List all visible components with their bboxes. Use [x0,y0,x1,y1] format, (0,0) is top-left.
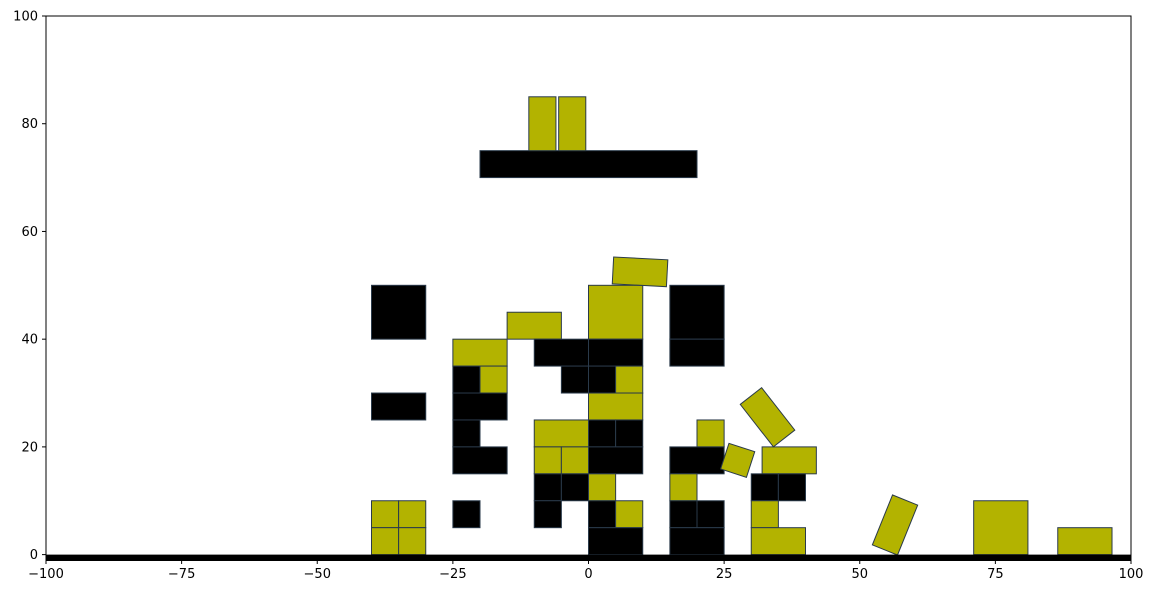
block-yellow-7 [371,527,400,556]
block-dark-26 [588,338,644,367]
x-axis: −100 −75 −50 −25 0 25 50 75 100 [28,560,1143,582]
block-yellow-45 [761,446,817,475]
x-tick-label: −100 [28,567,64,582]
x-tick-label: 25 [716,567,733,582]
block-yellow-19 [533,419,589,448]
block-dark-44 [669,527,725,556]
block-dark-15 [452,446,508,475]
x-tick-label: 75 [987,567,1004,582]
block-dark-13 [452,392,508,421]
block-dark-40 [669,446,725,475]
block-dark-17 [533,338,589,367]
block-yellow-33 [588,473,617,502]
block-dark-18 [560,365,589,394]
y-tick-label: 80 [21,117,38,132]
ground-bar [46,554,1131,561]
block-dark-4 [371,392,427,421]
block-yellow-50 [973,500,1029,556]
block-dark-46 [750,473,779,502]
x-tick-label: −50 [304,567,331,582]
block-dark-38 [669,338,725,367]
block-dark-43 [696,500,725,529]
block-yellow-29 [588,392,644,421]
x-tick-label: −75 [168,567,195,582]
y-axis: 0 20 40 60 80 100 [13,10,46,563]
block-yellow-48 [750,500,779,529]
block-dark-11 [452,365,481,394]
blocks-layer [371,96,1113,556]
x-tick-label: 0 [584,567,592,582]
block-yellow-25 [588,284,644,340]
tilted-block-yellow-1 [739,386,796,448]
block-dark-23 [560,473,589,502]
block-dark-0 [479,150,698,179]
y-tick-label: 100 [13,10,38,25]
block-yellow-1 [528,96,557,152]
tilted-block-yellow-3 [871,494,919,556]
block-dark-24 [533,500,562,529]
block-yellow-12 [479,365,508,394]
block-yellow-5 [371,500,400,529]
block-yellow-10 [506,311,562,340]
block-dark-37 [669,284,725,340]
block-dark-22 [533,473,562,502]
block-yellow-49 [750,527,806,556]
y-tick-label: 20 [21,440,38,455]
block-yellow-41 [669,473,698,502]
block-yellow-51 [1057,527,1113,556]
block-yellow-35 [615,500,644,529]
tilted-block-yellow-0 [611,256,669,288]
y-tick-label: 0 [30,548,38,563]
y-tick-label: 40 [21,333,38,348]
block-yellow-6 [398,500,427,529]
block-dark-42 [669,500,698,529]
y-tick-label: 60 [21,225,38,240]
block-dark-36 [588,527,644,556]
block-dark-31 [615,419,644,448]
ground-layer [46,554,1131,561]
block-yellow-21 [560,446,589,475]
block-yellow-20 [533,446,562,475]
block-dark-34 [588,500,617,529]
x-tick-label: 50 [851,567,868,582]
block-dark-30 [588,419,617,448]
block-dark-47 [777,473,806,502]
block-dark-27 [588,365,617,394]
tilted-block-yellow-2 [719,442,756,478]
block-dark-3 [371,284,427,340]
block-yellow-9 [452,338,508,367]
block-dark-14 [452,419,481,448]
block-yellow-8 [398,527,427,556]
block-dark-32 [588,446,644,475]
block-dark-16 [452,500,481,529]
block-yellow-28 [615,365,644,394]
block-yellow-39 [696,419,725,448]
block-yellow-2 [558,96,587,152]
x-tick-label: 100 [1119,567,1144,582]
x-tick-label: −25 [439,567,466,582]
